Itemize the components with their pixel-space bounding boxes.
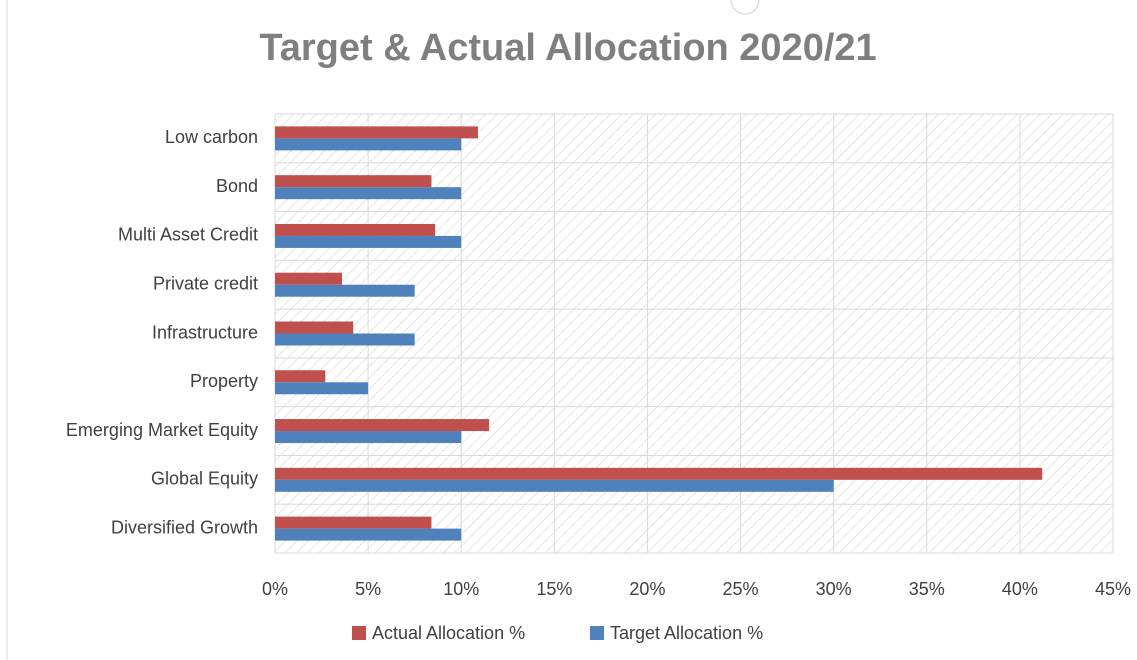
y-tick-label: Emerging Market Equity [66,420,258,440]
y-tick-label: Multi Asset Credit [118,225,258,245]
bar [275,235,462,248]
y-tick-label: Infrastructure [152,322,258,342]
x-tick-label: 10% [443,579,479,599]
bar [275,138,462,151]
bar [275,370,326,383]
y-tick-label: Private credit [153,273,258,293]
x-tick-label: 45% [1095,579,1131,599]
bar [275,419,490,432]
bar [275,528,462,541]
y-tick-label: Bond [216,176,258,196]
legend-swatch [590,626,604,640]
bar [275,126,478,139]
bar [275,382,369,395]
x-tick-label: 35% [909,579,945,599]
y-tick-label: Low carbon [165,127,258,147]
bar [275,467,1043,480]
x-tick-label: 5% [355,579,381,599]
bar [275,516,432,529]
bar [275,333,415,346]
x-tick-label: 40% [1002,579,1038,599]
legend-label: Target Allocation % [610,623,763,643]
bar [275,272,343,285]
bar [275,175,432,188]
bar [275,187,462,200]
y-tick-label: Global Equity [151,469,258,489]
x-tick-label: 20% [629,579,665,599]
bar [275,321,354,334]
chart-title: Target & Actual Allocation 2020/21 [259,27,876,69]
y-tick-label: Property [190,371,258,391]
resize-handle [730,0,760,15]
legend-swatch [352,626,366,640]
x-tick-label: 25% [723,579,759,599]
x-tick-label: 30% [816,579,852,599]
x-tick-label: 0% [262,579,288,599]
x-tick-label: 15% [536,579,572,599]
legend-label: Actual Allocation % [372,623,525,643]
bar [275,284,415,297]
bar [275,223,436,236]
bar [275,479,834,492]
bar [275,431,462,444]
y-tick-label: Diversified Growth [111,517,258,537]
